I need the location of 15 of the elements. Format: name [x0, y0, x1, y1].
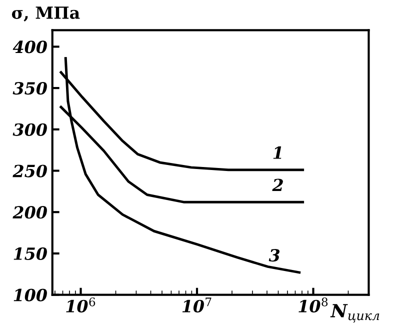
- series-label: 2: [272, 178, 283, 192]
- y-tick-label: 400: [12, 40, 47, 54]
- y-tick-label: 300: [12, 123, 47, 136]
- y-tick-label: 150: [14, 247, 47, 260]
- y-tick-label: 100: [14, 288, 47, 302]
- y-tick-label: 200: [12, 206, 47, 219]
- y-axis-title: σ, МПа: [12, 6, 80, 22]
- series-label: 1: [273, 146, 282, 159]
- y-tick-label: 250: [12, 164, 47, 178]
- x-tick-label: 10$^{8}$: [298, 297, 328, 312]
- x-tick-label: 10$^{6}$: [66, 297, 96, 312]
- x-axis-title: N$_{цикл}$: [330, 304, 380, 323]
- y-tick-label: 350: [12, 82, 47, 95]
- x-tick-label: 10$^{7}$: [182, 298, 212, 312]
- series-label: 3: [268, 248, 280, 262]
